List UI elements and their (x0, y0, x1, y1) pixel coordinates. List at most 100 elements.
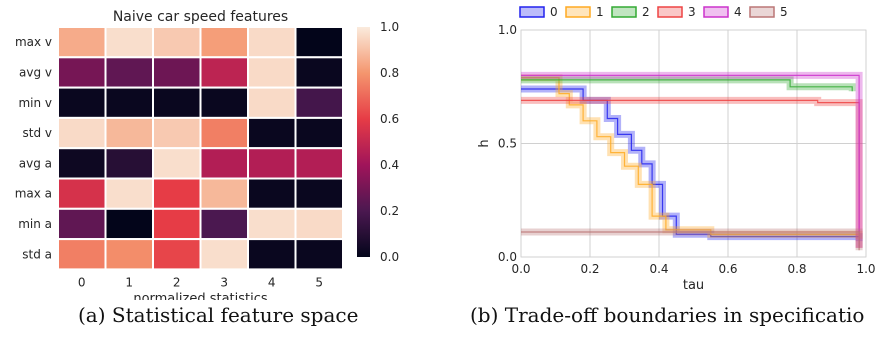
heatmap-row-label: avg v (19, 65, 52, 79)
legend-label-4: 4 (734, 5, 742, 19)
heatmap-row-labels: max v avg v min v std v avg a max a min a std a (15, 35, 52, 261)
heatmap-row-label: max v (15, 35, 52, 49)
series-5-line (521, 231, 860, 251)
y-tick-label: 0.5 (498, 137, 517, 151)
heatmap-cell-5-0 (57, 177, 107, 210)
colorbar-tick-label: 1.0 (380, 20, 399, 34)
heatmap-cell-0-2 (152, 26, 202, 59)
heatmap-cell-1-4 (247, 56, 297, 89)
heatmap-cell-5-3 (199, 177, 249, 210)
legend-label-5: 5 (780, 5, 788, 19)
heatmap-column-label: 4 (268, 275, 276, 289)
heatmap-cell-3-2 (152, 116, 202, 150)
legend-swatch-0 (519, 6, 545, 18)
legend-label-1: 1 (596, 5, 604, 19)
heatmap-chart: Naive car speed features max v avg v min v… (15, 9, 399, 300)
heatmap-cell-5-4 (247, 177, 297, 210)
colorbar-tick-label: 0.8 (380, 66, 399, 80)
legend-swatch-4 (703, 6, 729, 18)
heatmap-cell-7-5 (294, 238, 344, 271)
heatmap-cell-7-4 (247, 238, 297, 271)
heatmap-cell-6-3 (199, 207, 249, 241)
heatmap-column-label: 5 (315, 275, 323, 289)
heatmap-cell-0-3 (199, 26, 249, 59)
heatmap-cell-4-4 (247, 147, 297, 180)
heatmap-column-label: 3 (220, 275, 228, 289)
legend: 0 1 2 3 4 5 (519, 5, 788, 19)
x-tick-label: 0.6 (718, 262, 737, 276)
colorbar-tick-label: 0.4 (380, 158, 399, 172)
heatmap-cell-1-3 (199, 56, 249, 89)
heatmap-cell-1-1 (104, 56, 154, 89)
heatmap-column-label: 1 (125, 275, 133, 289)
legend-label-3: 3 (688, 5, 696, 19)
heatmap-cell-2-4 (247, 86, 297, 119)
heatmap-cell-4-1 (104, 147, 154, 180)
heatmap-cell-1-5 (294, 56, 344, 89)
legend-swatch-1 (565, 6, 591, 18)
legend-swatch-5 (749, 6, 775, 18)
heatmap-cell-5-2 (152, 177, 202, 210)
series-2-line (521, 79, 853, 92)
heatmap-cell-2-5 (294, 86, 344, 119)
series-4-line (521, 74, 860, 248)
colorbar-tick-label: 0.0 (380, 250, 399, 264)
grid-lines (520, 29, 867, 258)
heatmap-cell-2-3 (199, 86, 249, 119)
legend-swatch-3 (657, 6, 683, 18)
heatmap-cell-4-3 (199, 147, 249, 180)
heatmap-cell-3-4 (247, 116, 297, 150)
y-tick-label: 0.0 (498, 250, 517, 264)
heatmap-cell-0-0 (57, 26, 107, 59)
heatmap-column-label: 2 (173, 275, 181, 289)
x-tick-label: 0.0 (511, 262, 530, 276)
heatmap-row-label: min v (18, 96, 52, 110)
heatmap-cell-0-1 (104, 26, 154, 59)
heatmap-cell-2-1 (104, 86, 154, 119)
heatmap-cell-6-5 (294, 207, 344, 241)
heatmap-row-label: std v (23, 126, 53, 140)
heatmap-cell-4-5 (294, 147, 344, 180)
heatmap-cell-2-0 (57, 86, 107, 119)
heatmap-cell-0-4 (247, 26, 297, 59)
heatmap-colorbar: 0.0 0.2 0.4 0.6 0.8 1.0 (357, 20, 399, 264)
heatmap-cell-1-0 (57, 56, 107, 89)
heatmap-cell-7-2 (152, 238, 202, 271)
axis-tick-labels: 0.0 0.2 0.4 0.6 0.8 1.0 0.0 0.5 1.0 (498, 23, 876, 276)
heatmap-cell-1-2 (152, 56, 202, 89)
heatmap-cell-7-3 (199, 238, 249, 271)
figure-canvas: Naive car speed features max v avg v min v… (15, 5, 876, 300)
heatmap-row-label: max a (15, 187, 52, 201)
heatmap-cell-3-3 (199, 116, 249, 150)
heatmap-cell-3-1 (104, 116, 154, 150)
heatmap-title: Naive car speed features (113, 9, 288, 25)
x-tick-label: 0.8 (787, 262, 806, 276)
heatmap-column-labels: 0 1 2 3 4 5 (78, 275, 323, 289)
heatmap-cell-3-0 (57, 116, 107, 150)
heatmap-cell-6-2 (152, 207, 202, 241)
step-chart: 0.0 0.2 0.4 0.6 0.8 1.0 0.0 0.5 1.0 tau h 0 1 2 3 4 5 (477, 5, 876, 293)
heatmap-row-label: std a (22, 247, 52, 261)
colorbar-tick-label: 0.6 (380, 112, 399, 126)
heatmap-row-label: min a (18, 217, 52, 231)
x-tick-label: 0.4 (649, 262, 668, 276)
heatmap-cell-6-4 (247, 207, 297, 241)
x-tick-label: 1.0 (856, 262, 875, 276)
x-axis-label: tau (683, 278, 704, 293)
heatmap-row-label: avg a (19, 156, 52, 170)
x-tick-label: 0.2 (580, 262, 599, 276)
heatmap-cell-7-1 (104, 238, 154, 271)
caption-a: (a) Statistical feature space (78, 303, 359, 327)
heatmap-cell-3-5 (294, 116, 344, 150)
heatmap-cell-7-0 (57, 238, 107, 271)
legend-label-0: 0 (550, 5, 558, 19)
heatmap-cell-5-1 (104, 177, 154, 210)
heatmap-cell-0-5 (294, 26, 344, 59)
heatmap-cell-5-5 (294, 177, 344, 210)
heatmap-cell-6-1 (104, 207, 154, 241)
colorbar-tick-label: 0.2 (380, 204, 399, 218)
heatmap-cell-4-2 (152, 147, 202, 180)
y-axis-label: h (477, 139, 492, 147)
heatmap-cells (57, 26, 344, 271)
series-lines (521, 71, 863, 251)
